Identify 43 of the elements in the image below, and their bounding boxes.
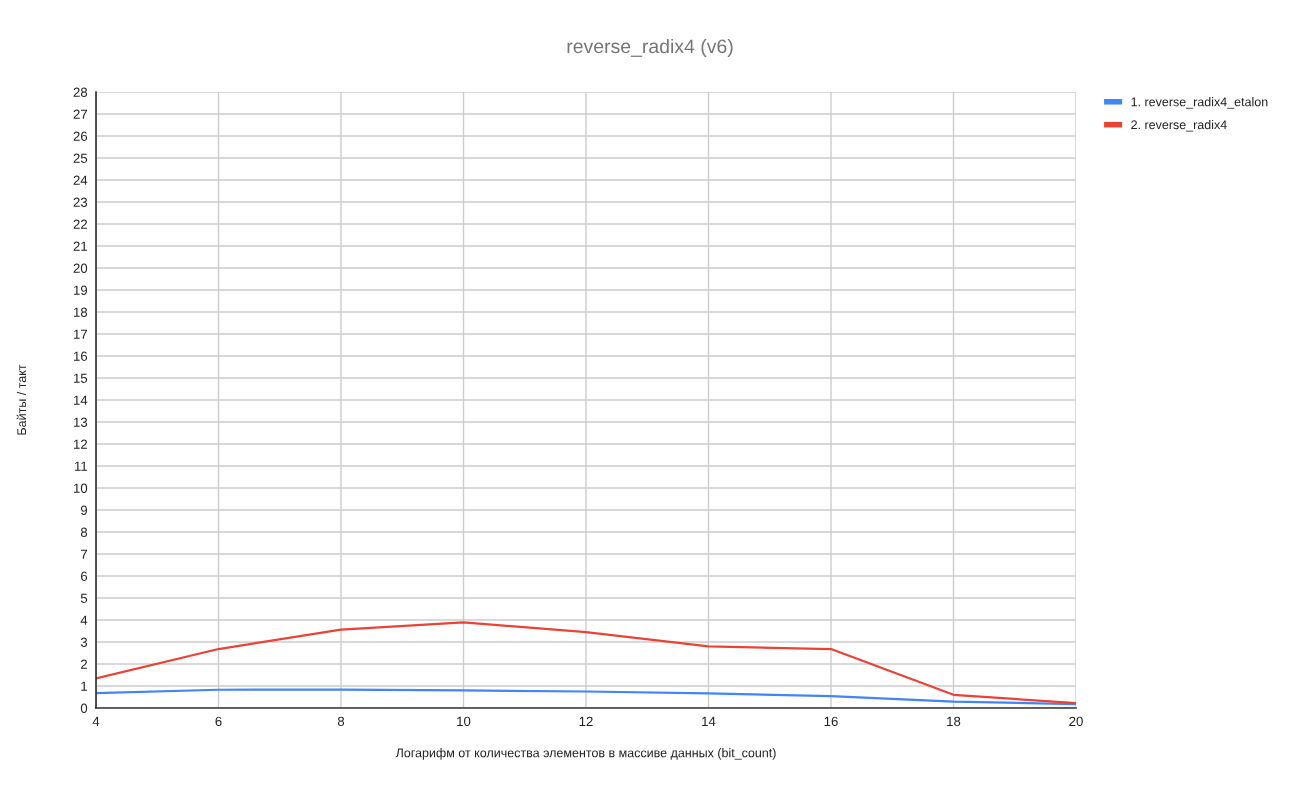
y-tick-label: 12: [74, 439, 88, 449]
y-tick-label: 25: [73, 153, 88, 163]
y-tick-label: 17: [74, 329, 88, 339]
x-tick-label: 16: [824, 716, 838, 727]
x-tick-label: 12: [579, 716, 593, 726]
y-tick-label: 0: [80, 703, 88, 713]
y-tick-label: 16: [74, 351, 88, 361]
y-tick-label: 8: [80, 527, 88, 537]
y-tick-label: 7: [81, 549, 87, 559]
y-tick-label: 10: [74, 483, 88, 493]
y-tick-label: 15: [74, 373, 88, 383]
y-tick-label: 4: [80, 615, 88, 625]
y-tick-label: 20: [73, 263, 88, 273]
x-axis-title: Логарифм от количества элементов в массиве данных (bit_count): [395, 748, 776, 760]
y-tick-label: 5: [80, 593, 88, 603]
y-tick-label: 23: [73, 197, 88, 207]
y-tick-label: 21: [73, 241, 88, 251]
legend-label: 1. reverse_radix4_etalon: [1131, 97, 1268, 109]
x-tick-label: 10: [457, 716, 471, 727]
y-tick-label: 24: [73, 175, 88, 185]
x-tick-label: 4: [92, 716, 100, 726]
y-tick-label: 2: [80, 659, 87, 669]
y-tick-label: 11: [74, 461, 88, 471]
x-tick-label: 20: [1069, 716, 1083, 727]
y-tick-label: 9: [80, 505, 88, 515]
y-tick-label: 14: [74, 395, 88, 405]
y-tick-label: 19: [74, 285, 88, 295]
x-tick-label: 14: [702, 716, 716, 726]
y-tick-label: 3: [80, 637, 88, 647]
legend-label: 2. reverse_radix4: [1131, 119, 1227, 132]
y-tick-label: 22: [73, 219, 88, 229]
chart-title: reverse_radix4 (v6): [567, 38, 733, 58]
x-tick-label: 8: [337, 716, 345, 727]
y-tick-label: 28: [73, 87, 88, 97]
y-tick-label: 13: [74, 417, 88, 427]
y-tick-label: 27: [73, 109, 88, 119]
x-tick-label: 6: [215, 716, 222, 727]
y-tick-label: 18: [74, 307, 88, 317]
y-tick-label: 1: [81, 681, 88, 691]
y-tick-label: 26: [73, 131, 88, 141]
y-tick-label: 6: [81, 571, 88, 581]
y-axis-title: Байты / такт: [16, 364, 27, 435]
x-tick-label: 18: [947, 716, 961, 727]
